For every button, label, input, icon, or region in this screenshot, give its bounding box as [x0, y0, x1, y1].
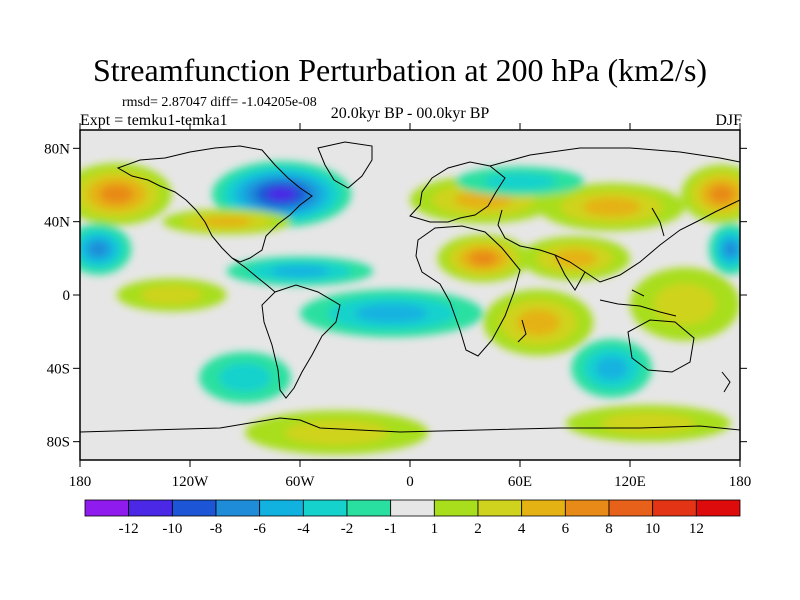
- colorbar-swatch: [695, 499, 741, 517]
- coastline-south-america: [261, 284, 341, 399]
- statistics-text: rmsd= 2.87047 diff= -1.04205e-08: [122, 95, 317, 110]
- streamfunction-field: [80, 130, 740, 460]
- axis-ticks: 180 120W 60W 0 60E 120E 180 80N 40N 0 40S 80S: [44, 123, 751, 490]
- colorbar-swatch: [215, 499, 261, 517]
- coastline-madagascar: [517, 319, 527, 343]
- anomaly-contour: [201, 216, 252, 227]
- anomaly-contour: [516, 309, 560, 336]
- colorbar-label: 10: [645, 521, 660, 537]
- colorbar-label: 12: [689, 521, 704, 537]
- colorbar-label: 6: [562, 521, 570, 537]
- coastline-north-america: [116, 145, 313, 263]
- colorbar-label: -2: [341, 521, 354, 537]
- colorbar-swatch: [477, 499, 523, 517]
- coastline-india: [554, 254, 586, 291]
- coastline-greenland: [317, 141, 373, 189]
- anomaly-contour: [88, 241, 109, 257]
- colorbar-label: -12: [119, 521, 139, 537]
- anomaly-contour: [724, 241, 738, 257]
- colorbar-swatch: [521, 499, 566, 517]
- colorbar-swatch: [652, 499, 697, 517]
- colorbar-swatch: [346, 499, 392, 517]
- colorbar-label: -10: [162, 521, 182, 537]
- coastline-central-america: [231, 257, 276, 293]
- colorbar-swatch: [171, 499, 217, 517]
- lon-tick-label: 60E: [508, 474, 532, 490]
- colorbar-label: -4: [297, 521, 310, 537]
- anomaly-contour: [271, 265, 329, 277]
- coastline-antarctica: [80, 417, 740, 433]
- coastline-new-zealand: [721, 371, 731, 393]
- anomaly-contour: [553, 249, 597, 267]
- colorbar-swatch: [433, 499, 479, 517]
- colorbar-swatch: [608, 499, 654, 517]
- colorbar-label: 4: [518, 521, 526, 537]
- lat-tick-label: 80N: [44, 141, 70, 157]
- colorbar-label: -6: [253, 521, 266, 537]
- anomaly-contour: [709, 185, 734, 204]
- colorbar-swatch: [84, 499, 130, 517]
- season-label: DJF: [715, 112, 742, 129]
- period-label: 20.0kyr BP - 00.0kyr BP: [330, 105, 490, 122]
- lon-tick-label: 0: [406, 474, 414, 490]
- coastlines: [80, 141, 740, 433]
- anomaly-contour: [469, 251, 498, 266]
- lon-tick-label: 120E: [614, 474, 646, 490]
- coastline-africa: [415, 225, 521, 357]
- anomaly-contour: [653, 283, 717, 325]
- anomaly-contour: [100, 184, 134, 204]
- coastline-japan: [651, 207, 665, 237]
- colorbar-swatch: [302, 499, 348, 517]
- colorbar-swatch: [128, 499, 173, 517]
- coastline-asia: [489, 147, 740, 283]
- colorbar: -12 -10 -8 -6 -4 -2 -1 1 2 4 6 8 10 12: [84, 499, 741, 537]
- anomaly-contour: [284, 420, 389, 445]
- colorbar-label: 2: [474, 521, 482, 537]
- colorbar-label: -8: [210, 521, 223, 537]
- lon-tick-label: 180: [69, 474, 92, 490]
- lon-tick-label: 120W: [172, 474, 210, 490]
- coastline-europe: [409, 161, 506, 223]
- anomaly-contour: [355, 303, 428, 323]
- colorbar-label: 1: [431, 521, 439, 537]
- plot-title: Streamfunction Perturbation at 200 hPa (…: [92, 52, 708, 88]
- colorbar-swatch: [259, 499, 304, 517]
- anomaly-contour: [483, 173, 557, 190]
- colorbar-label: -1: [384, 521, 397, 537]
- lat-tick-label: 0: [63, 288, 71, 304]
- anomaly-contour: [601, 412, 695, 434]
- coastline-australia: [627, 319, 695, 373]
- lat-tick-label: 40N: [44, 215, 70, 231]
- lat-tick-label: 40S: [47, 361, 70, 377]
- lon-tick-label: 60W: [285, 474, 315, 490]
- anomaly-contour: [219, 362, 271, 393]
- lon-tick-label: 180: [729, 474, 752, 490]
- anomaly-contour: [267, 187, 297, 201]
- lat-tick-label: 80S: [47, 435, 70, 451]
- anomaly-contour: [595, 356, 628, 380]
- colorbar-swatch: [390, 499, 435, 517]
- anomaly-contour: [140, 285, 203, 305]
- colorbar-label: 8: [605, 521, 613, 537]
- coastline-indonesia: [599, 289, 677, 317]
- colorbar-swatch: [564, 499, 610, 517]
- anomaly-contour: [582, 197, 641, 217]
- experiment-label: Expt = temku1-temka1: [80, 112, 228, 129]
